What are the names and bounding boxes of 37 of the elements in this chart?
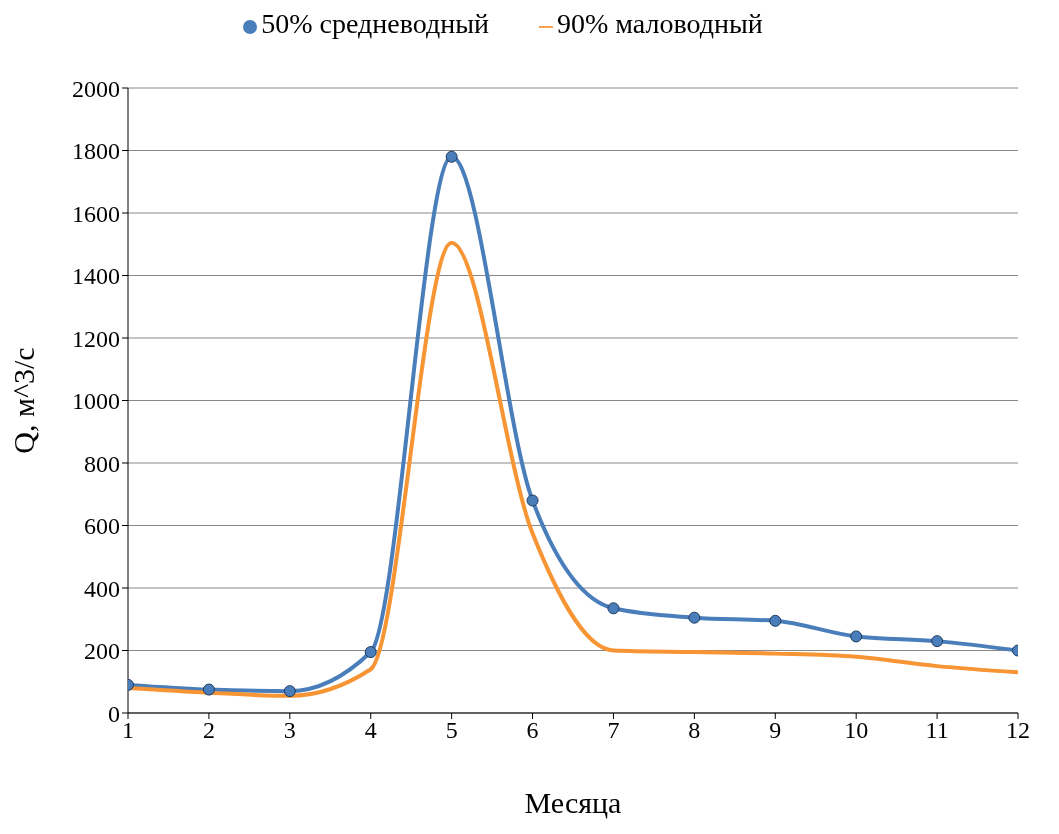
point — [931, 635, 944, 648]
point — [688, 611, 701, 624]
point — [364, 646, 377, 659]
x-tick-label: 1 — [122, 717, 134, 744]
x-tick-label: 3 — [283, 717, 296, 744]
point — [769, 614, 782, 627]
legend-label: 50% средневодный — [261, 8, 489, 39]
y-tick-label: 400 — [84, 575, 120, 602]
legend-label: 90% маловодный — [556, 8, 763, 39]
y-tick-label: 600 — [84, 513, 120, 540]
x-tick-label: 11 — [925, 717, 949, 744]
x-tick-label: 2 — [202, 717, 215, 744]
x-tick-label: 7 — [607, 717, 620, 744]
point — [283, 685, 296, 698]
y-tick-label: 1400 — [72, 263, 120, 290]
x-tick-label: 10 — [844, 717, 869, 744]
x-tick-label: 5 — [445, 717, 458, 744]
y-tick-label: 1600 — [72, 200, 120, 227]
x-tick-label: 4 — [364, 717, 377, 744]
y-axis-title: Q, м^3/с — [6, 347, 40, 454]
x-tick-label: 6 — [526, 717, 539, 744]
x-tick-label: 9 — [769, 717, 782, 744]
x-tick-label: 8 — [688, 717, 701, 744]
y-tick-label: 1000 — [72, 388, 120, 415]
y-tick-label: 1800 — [72, 138, 120, 165]
y-tick-label: 800 — [84, 450, 120, 477]
y-tick-label: 2000 — [72, 75, 120, 102]
point — [202, 683, 215, 696]
x-axis-title: Месяца — [524, 786, 622, 819]
point — [607, 602, 620, 615]
y-tick-label: 0 — [108, 700, 120, 727]
point — [526, 494, 539, 507]
y-tick-label: 1200 — [72, 325, 120, 352]
point — [850, 630, 863, 643]
point — [445, 150, 458, 163]
y-tick-label: 200 — [84, 638, 120, 665]
x-tick-label: 12 — [1006, 717, 1030, 744]
